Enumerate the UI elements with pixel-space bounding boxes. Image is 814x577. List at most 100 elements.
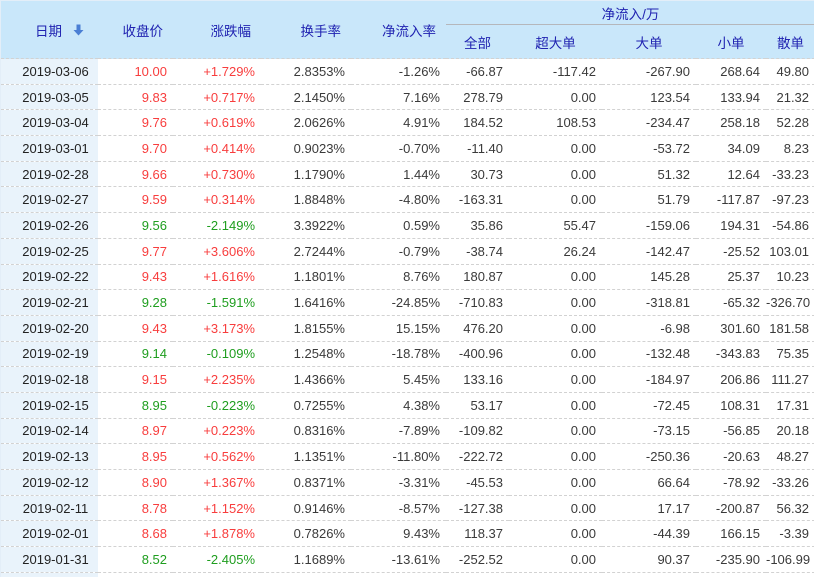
- cell-inflow-small: 194.31: [696, 212, 766, 239]
- cell-change-percent: +0.619%: [173, 109, 261, 137]
- cell-turnover-rate: 0.7826%: [261, 520, 351, 548]
- sort-descending-icon[interactable]: [73, 24, 84, 36]
- cell-date: 2019-02-26: [1, 212, 98, 239]
- cell-inflow-super-large: 0.00: [509, 520, 602, 548]
- cell-inflow-super-large: 0.00: [509, 84, 602, 111]
- table-row: 2019-02-12 8.90 +1.367% 0.8371% -3.31% -…: [1, 469, 814, 496]
- cell-inflow-large: [602, 572, 696, 577]
- cell-inflow-large: 17.17: [602, 495, 696, 522]
- cell-inflow-retail: 17.31: [766, 392, 814, 419]
- cell-inflow-rate: -8.57%: [351, 495, 446, 522]
- cell-date: 2019-02-14: [1, 418, 98, 445]
- cell-date: 2019-02-22: [1, 264, 98, 291]
- cell-inflow-retail: -3.39: [766, 520, 814, 548]
- cell-date: [1, 572, 98, 577]
- cell-inflow-all: 53.17: [446, 392, 509, 419]
- cell-inflow-small: 301.60: [696, 315, 766, 342]
- cell-inflow-rate: 1.44%: [351, 161, 446, 188]
- cell-inflow-all: -710.83: [446, 289, 509, 316]
- cell-change-percent: +0.730%: [173, 161, 261, 188]
- cell-inflow-super-large: 0.00: [509, 135, 602, 162]
- cell-inflow-retail: 8.23: [766, 135, 814, 162]
- cell-inflow-all: -11.40: [446, 135, 509, 162]
- table-row: 2019-02-26 9.56 -2.149% 3.3922% 0.59% 35…: [1, 212, 814, 239]
- cell-inflow-rate: 4.91%: [351, 109, 446, 137]
- column-header-date[interactable]: 日期: [1, 1, 98, 59]
- cell-turnover-rate: 1.1689%: [261, 546, 351, 573]
- cell-inflow-all: -252.52: [446, 546, 509, 573]
- cell-date: 2019-02-28: [1, 161, 98, 188]
- cell-inflow-all: -109.82: [446, 418, 509, 445]
- cell-turnover-rate: 2.8353%: [261, 58, 351, 85]
- cell-turnover-rate: 1.1790%: [261, 161, 351, 188]
- cell-inflow-small: 258.18: [696, 109, 766, 137]
- table-row: 2019-02-25 9.77 +3.606% 2.7244% -0.79% -…: [1, 238, 814, 265]
- cell-close-price: 9.66: [98, 161, 173, 188]
- cell-inflow-all: -127.38: [446, 495, 509, 522]
- cell-inflow-small: [696, 572, 766, 577]
- cell-inflow-retail: 111.27: [766, 366, 814, 393]
- cell-inflow-retail: -54.86: [766, 212, 814, 239]
- cell-inflow-small: 25.37: [696, 264, 766, 291]
- cell-turnover-rate: 2.1450%: [261, 84, 351, 111]
- cell-inflow-large: 66.64: [602, 469, 696, 496]
- cell-inflow-small: -235.90: [696, 546, 766, 573]
- cell-turnover-rate: [261, 572, 351, 577]
- cell-inflow-small: -56.85: [696, 418, 766, 445]
- cell-inflow-small: -25.52: [696, 238, 766, 265]
- cell-inflow-rate: 4.38%: [351, 392, 446, 419]
- cell-inflow-super-large: 0.00: [509, 418, 602, 445]
- cell-close-price: 9.56: [98, 212, 173, 239]
- cell-change-percent: +1.878%: [173, 520, 261, 548]
- cell-inflow-all: -45.53: [446, 469, 509, 496]
- table-row: 2019-03-05 9.83 +0.717% 2.1450% 7.16% 27…: [1, 84, 814, 111]
- cell-inflow-all: 118.37: [446, 520, 509, 548]
- cell-date: 2019-02-25: [1, 238, 98, 265]
- cell-inflow-large: -132.48: [602, 341, 696, 368]
- table-header: 日期 收盘价 涨跌幅 换手率 净流入率 净流入/万 全部 超大单: [1, 1, 814, 59]
- cell-close-price: [98, 572, 173, 577]
- cell-change-percent: +0.223%: [173, 418, 261, 445]
- column-header-super-large: 超大单: [509, 24, 602, 59]
- cell-close-price: 9.76: [98, 109, 173, 137]
- cell-inflow-retail: -326.70: [766, 289, 814, 316]
- cell-close-price: 10.00: [98, 58, 173, 85]
- cell-inflow-rate: -7.89%: [351, 418, 446, 445]
- cell-close-price: 9.15: [98, 366, 173, 393]
- table-row: 2019-02-01 8.68 +1.878% 0.7826% 9.43% 11…: [1, 520, 814, 548]
- cell-date: 2019-02-19: [1, 341, 98, 368]
- cell-turnover-rate: 1.1351%: [261, 443, 351, 470]
- cell-date: 2019-03-05: [1, 84, 98, 111]
- cell-turnover-rate: 0.9146%: [261, 495, 351, 522]
- cell-turnover-rate: 1.6416%: [261, 289, 351, 316]
- cell-inflow-super-large: 0.00: [509, 186, 602, 214]
- cell-change-percent: +2.235%: [173, 366, 261, 393]
- cell-change-percent: +1.367%: [173, 469, 261, 496]
- column-header-close: 收盘价: [98, 1, 173, 59]
- cell-date: 2019-02-13: [1, 443, 98, 470]
- cell-change-percent: +0.717%: [173, 84, 261, 111]
- cell-change-percent: +0.314%: [173, 186, 261, 214]
- cell-inflow-all: 35.86: [446, 212, 509, 239]
- cell-turnover-rate: 1.2548%: [261, 341, 351, 368]
- column-header-inflow-rate: 净流入率: [351, 1, 446, 59]
- table-row: 2019-03-01 9.70 +0.414% 0.9023% -0.70% -…: [1, 135, 814, 162]
- cell-inflow-rate: -1.26%: [351, 58, 446, 85]
- cell-turnover-rate: 3.3922%: [261, 212, 351, 239]
- cell-turnover-rate: 2.7244%: [261, 238, 351, 265]
- cell-inflow-all: -163.31: [446, 186, 509, 214]
- cell-inflow-retail: 181.58: [766, 315, 814, 342]
- cell-change-percent: -0.223%: [173, 392, 261, 419]
- column-header-large: 大单: [602, 24, 696, 59]
- table-row: 2019-02-11 8.78 +1.152% 0.9146% -8.57% -…: [1, 495, 814, 522]
- cell-inflow-all: 30.73: [446, 161, 509, 188]
- cell-close-price: 9.83: [98, 84, 173, 111]
- cell-date: 2019-02-15: [1, 392, 98, 419]
- cell-inflow-small: 34.09: [696, 135, 766, 162]
- cell-inflow-small: -78.92: [696, 469, 766, 496]
- cell-inflow-rate: -3.31%: [351, 469, 446, 496]
- cell-inflow-retail: 103.01: [766, 238, 814, 265]
- cell-inflow-large: -159.06: [602, 212, 696, 239]
- cell-inflow-large: -44.39: [602, 520, 696, 548]
